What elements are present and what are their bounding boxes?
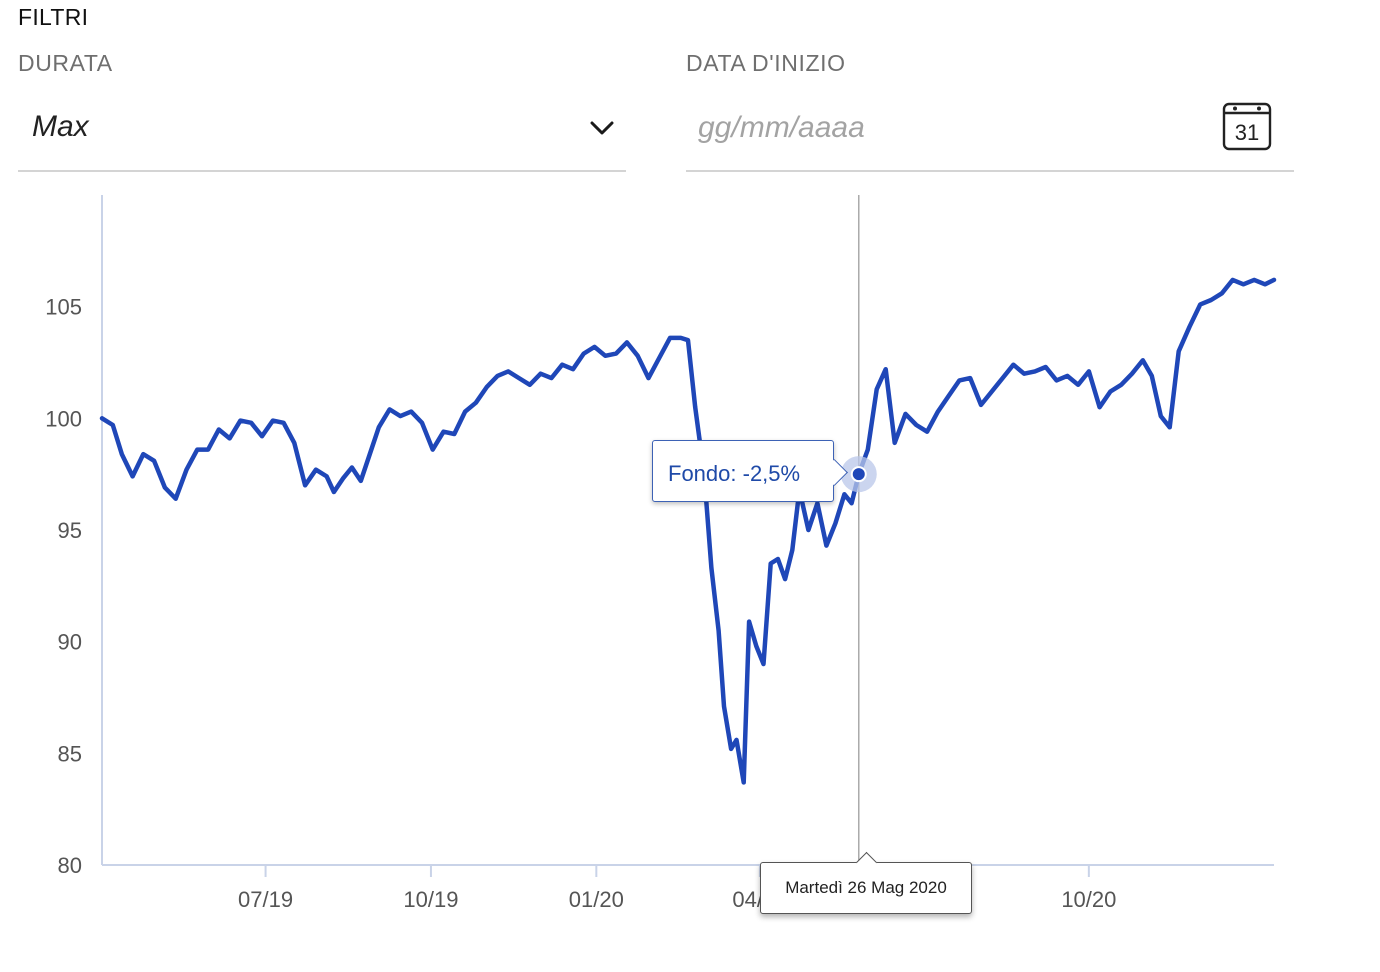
y-tick-label: 90 (58, 630, 82, 655)
filters-title: FILTRI (18, 4, 89, 30)
calendar-day-text: 31 (1235, 120, 1259, 145)
tooltip-value: -2,5% (742, 461, 801, 486)
x-tick-label: 10/20 (1061, 887, 1116, 912)
x-tick-label: 10/19 (403, 887, 458, 912)
date-tooltip: Martedì 26 Mag 2020 (760, 862, 972, 914)
calendar-icon[interactable]: 31 (1222, 100, 1272, 152)
start-date-input[interactable] (686, 108, 1218, 148)
y-axis: 80 85 90 95 100 105 (45, 195, 103, 878)
tooltip-series-label: Fondo: (668, 461, 737, 486)
duration-value: Max (32, 110, 89, 143)
y-tick-label: 85 (58, 741, 82, 766)
start-date-field: 31 (686, 96, 1294, 172)
chevron-down-icon (590, 121, 614, 135)
y-tick-label: 105 (45, 295, 82, 320)
y-tick-label: 80 (58, 853, 82, 878)
hover-point (850, 466, 867, 483)
y-tick-label: 100 (45, 406, 82, 431)
duration-select[interactable]: Max (18, 96, 626, 172)
series-line-fondo (99, 277, 1277, 785)
x-tick-label: 01/20 (569, 887, 624, 912)
x-tick-label: 07/19 (238, 887, 293, 912)
value-tooltip: Fondo: -2,5% (652, 440, 834, 502)
start-date-label: DATA D'INIZIO (686, 50, 846, 76)
duration-label: DURATA (18, 50, 113, 76)
y-tick-label: 95 (58, 518, 82, 543)
